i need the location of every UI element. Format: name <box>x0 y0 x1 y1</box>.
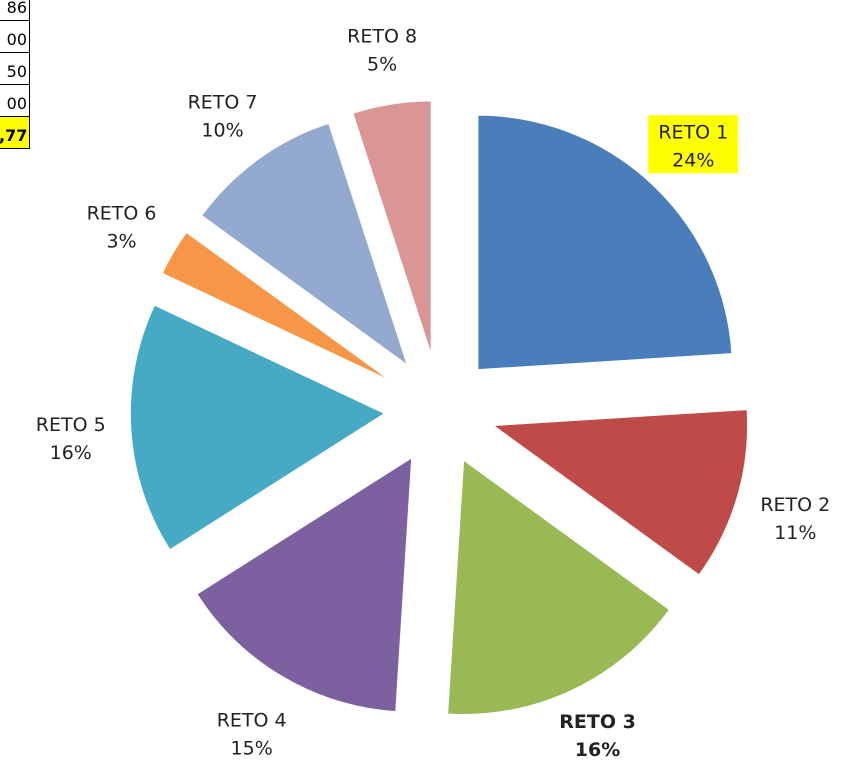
slice-percent: 16% <box>50 442 92 464</box>
slice-label: RETO 3 16% <box>559 711 636 761</box>
table-cell: 00 <box>0 85 30 117</box>
slice-name: RETO 3 <box>559 711 636 733</box>
slice-percent: 15% <box>231 737 273 759</box>
slice-label: RETO 7 10% <box>188 92 258 142</box>
pie-slice <box>476 114 733 371</box>
slice-percent: 3% <box>106 231 136 253</box>
slice-name: RETO 7 <box>188 92 258 114</box>
slice-name: RETO 2 <box>760 494 830 516</box>
slice-label: RETO 8 5% <box>347 26 417 76</box>
slice-percent: 16% <box>575 739 620 761</box>
label-highlight <box>648 115 739 174</box>
slice-name: RETO 6 <box>87 203 157 225</box>
slice-percent: 10% <box>201 120 243 142</box>
pie-slice <box>200 122 410 368</box>
slice-name: RETO 1 <box>658 121 728 143</box>
pie-slice <box>351 99 433 356</box>
pie-slice <box>195 455 413 713</box>
slice-name: RETO 5 <box>36 414 106 436</box>
table-cell: 00 <box>0 21 30 53</box>
slice-label: RETO 1 24% <box>648 115 739 174</box>
pie-slice <box>129 303 387 552</box>
slice-name: RETO 4 <box>217 709 287 731</box>
slice-label: RETO 5 16% <box>36 414 106 464</box>
table-cell: 86 <box>0 0 30 21</box>
slice-percent: 11% <box>774 522 816 544</box>
slice-label: RETO 4 15% <box>217 709 287 759</box>
table-cell: 50 <box>0 53 30 85</box>
slice-label: RETO 6 3% <box>87 203 157 253</box>
pie-slice <box>160 231 394 383</box>
slice-label: RETO 2 11% <box>760 494 830 544</box>
pie-slice <box>490 408 749 577</box>
slice-percent: 5% <box>367 54 397 76</box>
pie-slice <box>446 458 671 716</box>
slice-name: RETO 8 <box>347 26 417 48</box>
slice-percent: 24% <box>672 149 714 171</box>
table: 86 00 50 00,77 <box>0 0 30 149</box>
table-cell: ,77 <box>0 117 30 149</box>
